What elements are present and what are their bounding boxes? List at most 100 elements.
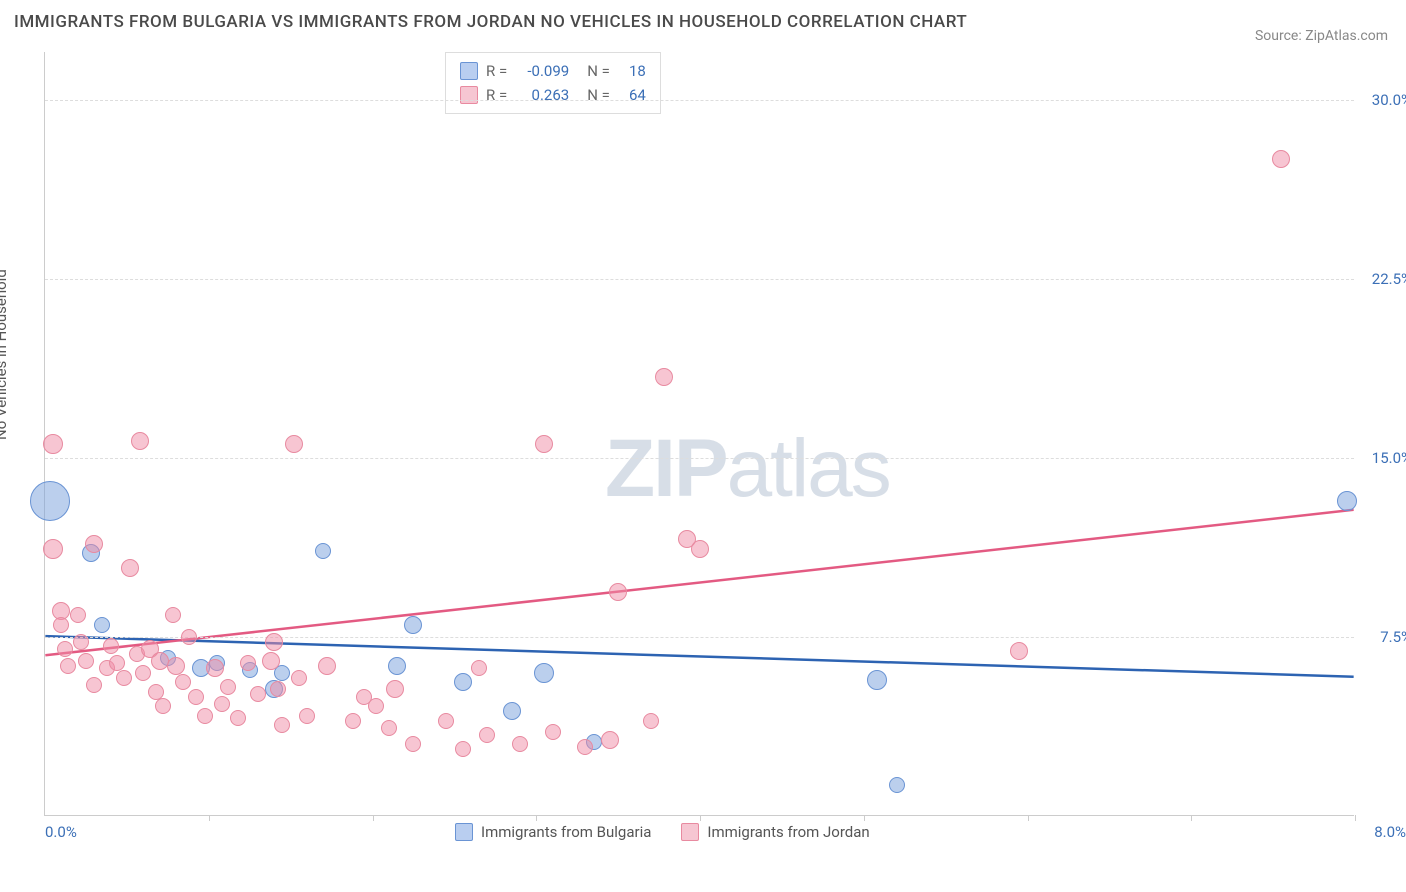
scatter-point bbox=[285, 435, 303, 453]
y-tick-label: 15.0% bbox=[1372, 449, 1406, 467]
legend-stat-row: R = 0.263 N = 64 bbox=[460, 83, 646, 107]
scatter-point bbox=[116, 670, 132, 686]
scatter-point bbox=[1010, 642, 1028, 660]
scatter-point bbox=[53, 617, 69, 633]
scatter-point bbox=[601, 731, 619, 749]
chart-plot-area: ZIPatlas R =-0.099N =18R =0.263N =64 Imm… bbox=[44, 52, 1354, 816]
n-label: N = bbox=[587, 83, 610, 107]
legend-swatch bbox=[460, 62, 478, 80]
scatter-point bbox=[479, 727, 495, 743]
scatter-point bbox=[250, 686, 266, 702]
scatter-point bbox=[214, 696, 230, 712]
scatter-point bbox=[643, 713, 659, 729]
scatter-point bbox=[230, 710, 246, 726]
chart-title: IMMIGRANTS FROM BULGARIA VS IMMIGRANTS F… bbox=[14, 12, 967, 32]
scatter-point bbox=[503, 702, 521, 720]
source-name: ZipAtlas.com bbox=[1305, 28, 1388, 44]
x-tick-mark bbox=[536, 815, 537, 821]
gridline-horizontal bbox=[45, 279, 1354, 280]
scatter-point bbox=[534, 663, 554, 683]
series-legend: Immigrants from Bulgaria Immigrants from … bbox=[455, 823, 870, 841]
x-tick-mark bbox=[1191, 815, 1192, 821]
scatter-point bbox=[155, 698, 171, 714]
scatter-point bbox=[60, 658, 76, 674]
scatter-point bbox=[78, 653, 94, 669]
x-tick-mark bbox=[1028, 815, 1029, 821]
legend-swatch bbox=[460, 86, 478, 104]
scatter-point bbox=[94, 617, 110, 633]
regression-line bbox=[45, 510, 1353, 655]
x-tick-mark bbox=[1355, 815, 1356, 821]
x-tick-mark bbox=[700, 815, 701, 821]
gridline-horizontal bbox=[45, 637, 1354, 638]
scatter-point bbox=[240, 655, 256, 671]
y-tick-label: 30.0% bbox=[1372, 91, 1406, 109]
n-value: 18 bbox=[618, 59, 646, 83]
scatter-point bbox=[43, 539, 63, 559]
scatter-point bbox=[691, 540, 709, 558]
r-label: R = bbox=[486, 83, 507, 107]
gridline-horizontal bbox=[45, 458, 1354, 459]
scatter-point bbox=[1337, 491, 1357, 511]
scatter-point bbox=[867, 670, 887, 690]
legend-series-label: Immigrants from Jordan bbox=[707, 823, 869, 841]
correlation-legend-box: R = -0.099 N = 18R = 0.263 N = 64 bbox=[445, 52, 661, 114]
x-tick-mark bbox=[864, 815, 865, 821]
scatter-point bbox=[265, 633, 283, 651]
scatter-point bbox=[299, 708, 315, 724]
r-value: 0.263 bbox=[515, 83, 569, 107]
watermark-zip: ZIP bbox=[605, 423, 727, 514]
scatter-point bbox=[315, 543, 331, 559]
r-value: -0.099 bbox=[515, 59, 569, 83]
scatter-point bbox=[86, 677, 102, 693]
scatter-point bbox=[30, 481, 70, 521]
scatter-point bbox=[220, 679, 236, 695]
legend-stat-row: R =-0.099N =18 bbox=[460, 59, 646, 83]
watermark: ZIPatlas bbox=[605, 422, 890, 516]
scatter-point bbox=[43, 434, 63, 454]
scatter-point bbox=[121, 559, 139, 577]
scatter-point bbox=[103, 638, 119, 654]
x-axis-min-label: 0.0% bbox=[45, 823, 77, 841]
scatter-point bbox=[405, 736, 421, 752]
y-tick-label: 7.5% bbox=[1380, 628, 1406, 646]
scatter-point bbox=[345, 713, 361, 729]
scatter-point bbox=[131, 432, 149, 450]
scatter-point bbox=[1272, 150, 1290, 168]
x-tick-mark bbox=[373, 815, 374, 821]
scatter-point bbox=[85, 535, 103, 553]
n-label: N = bbox=[587, 59, 610, 83]
scatter-point bbox=[454, 673, 472, 691]
scatter-point bbox=[73, 634, 89, 650]
scatter-point bbox=[455, 741, 471, 757]
scatter-point bbox=[381, 720, 397, 736]
scatter-point bbox=[274, 717, 290, 733]
scatter-point bbox=[188, 689, 204, 705]
x-axis-max-label: 8.0% bbox=[1374, 823, 1406, 841]
scatter-point bbox=[889, 777, 905, 793]
source-label: Source: bbox=[1255, 28, 1302, 44]
scatter-point bbox=[471, 660, 487, 676]
scatter-point bbox=[386, 680, 404, 698]
y-axis-label: No Vehicles in Household bbox=[0, 269, 10, 440]
n-value: 64 bbox=[618, 83, 646, 107]
scatter-point bbox=[291, 670, 307, 686]
scatter-point bbox=[151, 652, 169, 670]
scatter-point bbox=[404, 616, 422, 634]
scatter-point bbox=[135, 665, 151, 681]
scatter-point bbox=[270, 681, 286, 697]
legend-series-label: Immigrants from Bulgaria bbox=[481, 823, 651, 841]
legend-swatch bbox=[681, 823, 699, 841]
scatter-point bbox=[535, 435, 553, 453]
x-tick-mark bbox=[209, 815, 210, 821]
y-tick-label: 22.5% bbox=[1372, 270, 1406, 288]
scatter-point bbox=[512, 736, 528, 752]
gridline-horizontal bbox=[45, 100, 1354, 101]
scatter-point bbox=[438, 713, 454, 729]
legend-series-item: Immigrants from Bulgaria bbox=[455, 823, 651, 841]
scatter-point bbox=[368, 698, 384, 714]
scatter-point bbox=[181, 629, 197, 645]
scatter-point bbox=[545, 724, 561, 740]
scatter-point bbox=[318, 657, 336, 675]
scatter-point bbox=[655, 368, 673, 386]
